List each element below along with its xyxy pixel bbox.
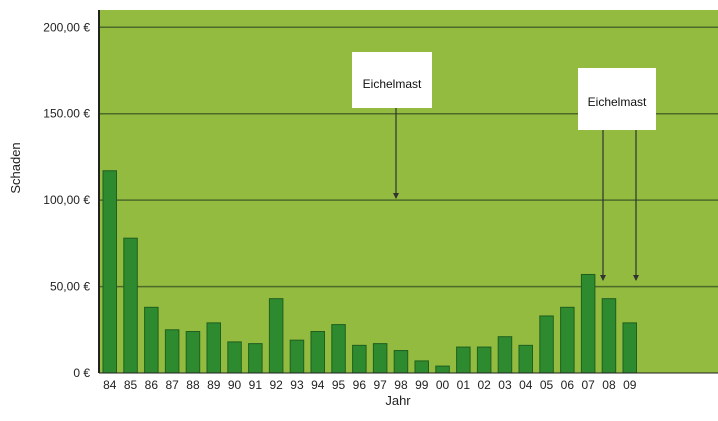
x-tick-label-07: 07 (581, 378, 595, 392)
bar-04 (518, 344, 533, 374)
x-tick-label-90: 90 (228, 378, 242, 392)
annotation-box (352, 52, 432, 108)
y-tick-label: 200,00 € (43, 20, 90, 34)
bar-92 (268, 298, 284, 374)
bar-06 (560, 306, 575, 374)
bar-09 (622, 322, 637, 374)
annotation-box (578, 68, 656, 130)
x-tick-label-91: 91 (249, 378, 263, 392)
x-tick-label-05: 05 (540, 378, 554, 392)
bar-01 (456, 346, 471, 374)
bar-85 (123, 237, 138, 374)
bar-94 (310, 331, 325, 374)
bar-02 (476, 346, 492, 374)
x-tick-label-01: 01 (457, 378, 471, 392)
bars (102, 170, 637, 374)
arrowhead (600, 275, 606, 281)
annotation-text: Eichelmast (363, 77, 422, 91)
x-tick-label-86: 86 (145, 378, 159, 392)
x-tick-labels: 84 85 86 87 88 89 90 91 92 93 94 95 96 97 98 99 00 01 02 03… (103, 378, 637, 392)
y-tick-label: 50,00 € (50, 280, 90, 294)
x-tick-label-03: 03 (498, 378, 512, 392)
x-tick-label-84: 84 (103, 378, 117, 392)
x-tick-label-09: 09 (623, 378, 637, 392)
bar-95 (331, 324, 346, 374)
x-tick-label-87: 87 (165, 378, 179, 392)
bar-93 (289, 339, 305, 374)
x-tick-label-08: 08 (602, 378, 616, 392)
x-tick-label-94: 94 (311, 378, 325, 392)
arrowhead (633, 275, 639, 281)
x-tick-label-89: 89 (207, 378, 221, 392)
bar-87 (164, 329, 180, 374)
x-tick-label-85: 85 (124, 378, 138, 392)
bar-08 (601, 298, 617, 374)
bar-07 (580, 273, 596, 374)
annotation-callout: Eichelmast (578, 68, 656, 281)
y-tick-label: 100,00 € (43, 193, 90, 207)
bar-99 (414, 360, 429, 374)
x-tick-label-88: 88 (186, 378, 200, 392)
annotation-text: Eichelmast (588, 95, 647, 109)
y-tick-label: 150.00 € (43, 107, 90, 121)
bar-98 (393, 350, 409, 374)
bar-97 (372, 343, 388, 374)
bar-86 (144, 306, 159, 374)
x-tick-label-99: 99 (415, 378, 429, 392)
x-tick-label-02: 02 (477, 378, 491, 392)
y-axis-label: Schaden (8, 142, 23, 193)
x-tick-label-00: 00 (436, 378, 450, 392)
bar-00 (435, 365, 450, 374)
x-tick-label-97: 97 (373, 378, 387, 392)
bar-84 (102, 170, 117, 374)
bar-89 (206, 322, 221, 374)
bar-91 (248, 343, 263, 374)
annotation-callout: Eichelmast (352, 52, 432, 199)
x-tick-label-06: 06 (561, 378, 575, 392)
bar-05 (539, 315, 554, 374)
y-tick-label: 0 € (73, 366, 90, 380)
y-tick-labels: 0 € 50,00 € 100,00 € 150.00 € 200,00 € (43, 20, 90, 380)
x-tick-label-93: 93 (290, 378, 304, 392)
x-tick-label-92: 92 (269, 378, 283, 392)
x-tick-label-98: 98 (394, 378, 408, 392)
x-axis-label: Jahr (385, 393, 411, 408)
bar-03 (497, 336, 513, 374)
x-tick-label-96: 96 (353, 378, 367, 392)
x-tick-label-04: 04 (519, 378, 533, 392)
bar-96 (352, 344, 367, 374)
bar-90 (227, 341, 242, 374)
annotations: Eichelmast Eichelmast (352, 52, 656, 281)
bar-88 (185, 331, 201, 374)
x-tick-label-95: 95 (332, 378, 346, 392)
arrowhead (393, 193, 399, 199)
